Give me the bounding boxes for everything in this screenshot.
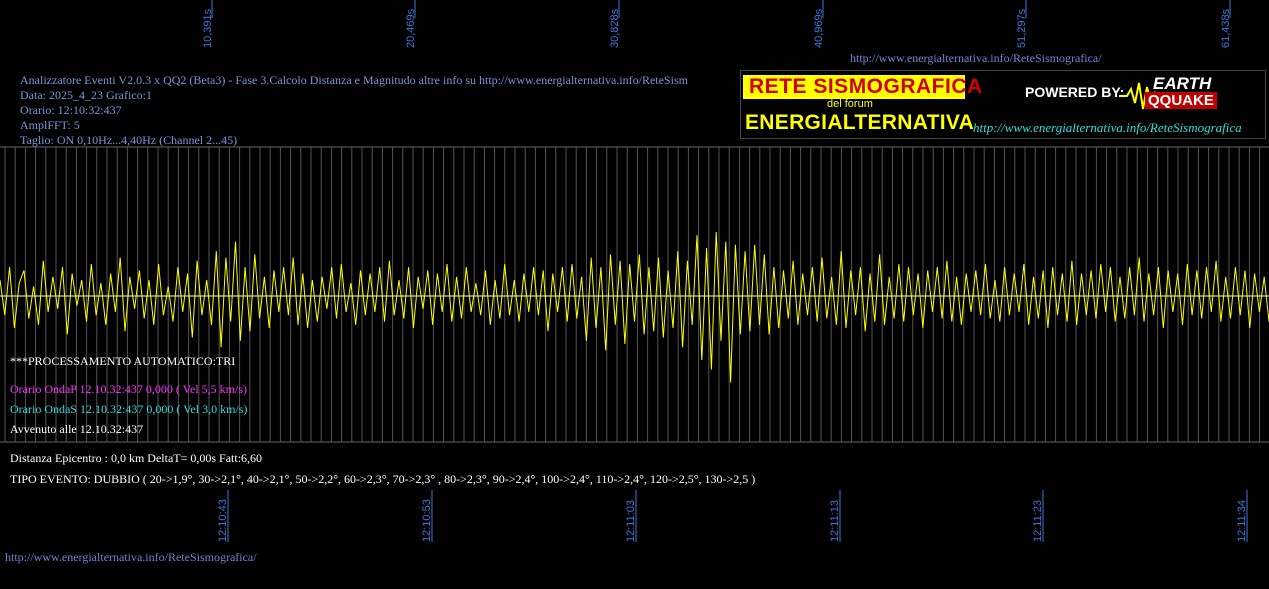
- bottom-tick-label-1: 12:10:43: [217, 499, 229, 542]
- tipo-evento-line: TIPO EVENTO: DUBBIO ( 20->1,9°, 30->2,1°…: [10, 472, 756, 486]
- logo-powered-text: POWERED BY:: [1025, 84, 1125, 100]
- bottom-tick-marks: [227, 490, 1248, 542]
- distanza-line: Distanza Epicentro : 0,0 km DeltaT= 0,00…: [10, 451, 263, 465]
- top-tick-marks: [211, 0, 1231, 18]
- avvenuto-line: Avvenuto alle 12.10.32:437: [10, 422, 144, 436]
- bottom-tick-label-4: 12:11:13: [829, 499, 841, 542]
- bottom-url-link[interactable]: http://www.energialternativa.info/ReteSi…: [5, 550, 257, 564]
- top-tick-label-3: 30,828s: [609, 8, 621, 48]
- processing-status: ***PROCESSAMENTO AUTOMATICO:TRI: [10, 354, 236, 368]
- top-tick-label-2: 20,469s: [405, 8, 417, 48]
- header-line-time: Orario: 12:10:32:437: [20, 103, 122, 117]
- header-line-app: Analizzatore Eventi V2.0.3 x QQ2 (Beta3)…: [20, 73, 688, 87]
- logo-forum-text: del forum: [827, 98, 873, 110]
- rete-sismografica-logo: RETE SISMOGRAFICA del forum ENERGIALTERN…: [740, 70, 1266, 139]
- header-line-filter: Taglio: ON 0,10Hz...4,40Hz (Channel 2...…: [20, 133, 238, 147]
- bottom-tick-label-2: 12:10:53: [421, 499, 433, 542]
- top-url-link[interactable]: http://www.energialternativa.info/ReteSi…: [850, 51, 1102, 65]
- onda-s-line: Orario OndaS 12.10.32:437 0,000 ( Vel 3,…: [10, 402, 248, 416]
- header-line-date: Data: 2025_4_23 Grafico:1: [20, 88, 152, 102]
- logo-qq-text: QQUAKE: [1145, 92, 1217, 109]
- seismic-trace: [0, 231, 1269, 383]
- logo-earth-text: EARTH: [1153, 74, 1212, 93]
- top-tick-label-5: 51,297s: [1016, 8, 1028, 48]
- top-tick-label-6: 61,438s: [1220, 8, 1232, 48]
- header-line-ampl: AmplFFT: 5: [20, 118, 80, 132]
- top-tick-label-4: 40,969s: [813, 8, 825, 48]
- bottom-tick-label-6: 12:11:34: [1236, 499, 1248, 542]
- logo-url-text[interactable]: http://www.energialternativa.info/ReteSi…: [973, 120, 1242, 135]
- logo-rete-text: RETE SISMOGRAFICA: [749, 75, 983, 98]
- logo-energ-text: ENERGIALTERNATIVA: [745, 111, 975, 134]
- chart-grid: [4, 147, 1261, 442]
- onda-p-line: Orario OndaP 12.10.32:437 0,000 ( Vel 5,…: [10, 382, 247, 396]
- bottom-tick-label-3: 12:11:03: [625, 499, 637, 542]
- logo-yellow-band: [743, 75, 965, 99]
- bottom-tick-label-5: 12:11:23: [1032, 499, 1044, 542]
- top-tick-label-1: 10,391s: [202, 8, 214, 48]
